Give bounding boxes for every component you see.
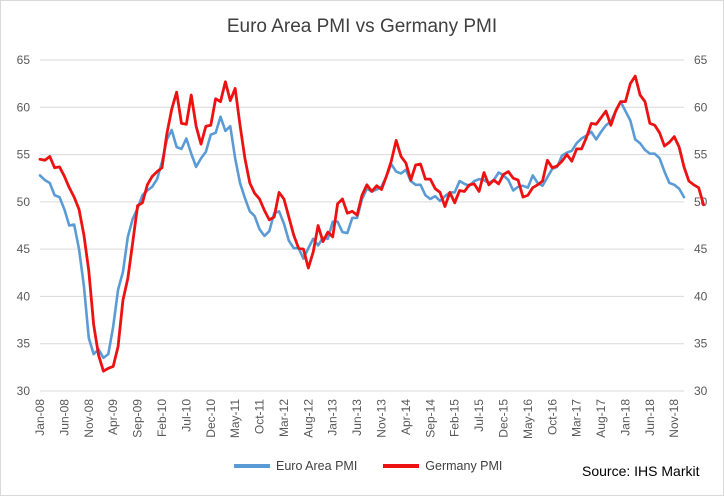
y-tick-left-50: 50: [17, 195, 31, 209]
x-tick-label: Dec-10: [204, 399, 218, 438]
x-tick-label: Jul-10: [179, 399, 193, 432]
legend-item-germany: Germany PMI: [383, 459, 502, 473]
x-tick-label: Jun-08: [57, 399, 71, 436]
legend-swatch-euro: [234, 464, 270, 468]
x-tick-label: Apr-09: [106, 399, 120, 435]
x-tick-label: Jan-18: [618, 399, 632, 436]
y-tick-left-60: 60: [17, 100, 31, 114]
y-axis-left: 30 35 40 45 50 55 60 65: [17, 53, 31, 398]
y-tick-left-35: 35: [17, 337, 31, 351]
series-lines: [38, 74, 705, 373]
x-tick-label: Sep-14: [423, 399, 437, 438]
x-tick-label: Mar-17: [570, 399, 584, 437]
gridlines: [40, 59, 684, 392]
legend-label-euro: Euro Area PMI: [276, 459, 358, 473]
x-axis: Jan-08 Jun-08 Nov-08 Apr-09 Sep-09 Feb-10 Jul-…: [33, 399, 681, 439]
x-tick-label: Oct-16: [545, 399, 559, 435]
x-tick-label: Jan-08: [33, 399, 47, 436]
y-tick-left-45: 45: [17, 242, 31, 256]
y-tick-right-45: 45: [694, 242, 708, 256]
legend-label-germany: Germany PMI: [425, 459, 503, 473]
x-tick-label: Nov-13: [375, 399, 389, 438]
y-tick-right-65: 65: [694, 53, 708, 67]
y-tick-right-30: 30: [694, 384, 708, 398]
y-tick-left-40: 40: [17, 289, 31, 303]
series-line-germany: [38, 74, 705, 373]
x-tick-label: Aug-17: [594, 399, 608, 438]
y-tick-left-30: 30: [17, 384, 31, 398]
y-tick-right-35: 35: [694, 337, 708, 351]
chart-title: Euro Area PMI vs Germany PMI: [226, 16, 498, 37]
x-tick-label: Feb-15: [448, 399, 462, 437]
x-tick-label: Mar-12: [277, 399, 291, 437]
y-tick-right-55: 55: [694, 148, 708, 162]
x-tick-label: Oct-11: [253, 399, 267, 434]
x-tick-label: Feb-10: [155, 399, 169, 437]
x-tick-label: May-11: [228, 399, 242, 438]
x-tick-label: Nov-18: [667, 399, 681, 438]
legend-item-euro: Euro Area PMI: [234, 459, 357, 473]
x-tick-label: Aug-12: [301, 399, 315, 438]
x-tick-label: May-16: [521, 399, 535, 439]
x-tick-label: Jul-15: [472, 399, 486, 432]
x-tick-label: Apr-14: [399, 399, 413, 435]
x-tick-label: Dec-15: [496, 399, 510, 438]
y-tick-right-60: 60: [694, 100, 708, 114]
y-tick-left-65: 65: [17, 53, 31, 67]
x-tick-label: Jun-13: [350, 399, 364, 436]
x-tick-label: Sep-09: [131, 399, 145, 438]
y-tick-left-55: 55: [17, 148, 31, 162]
x-tick-label: Jun-18: [643, 399, 657, 436]
source-note: Source: IHS Markit: [582, 463, 700, 479]
series-line-euro-area: [38, 100, 686, 360]
y-tick-right-40: 40: [694, 289, 708, 303]
legend-swatch-germany: [383, 464, 420, 468]
x-tick-label: Nov-08: [82, 399, 96, 438]
legend: Euro Area PMI Germany PMI: [234, 459, 502, 473]
x-tick-label: Jan-13: [326, 399, 340, 436]
